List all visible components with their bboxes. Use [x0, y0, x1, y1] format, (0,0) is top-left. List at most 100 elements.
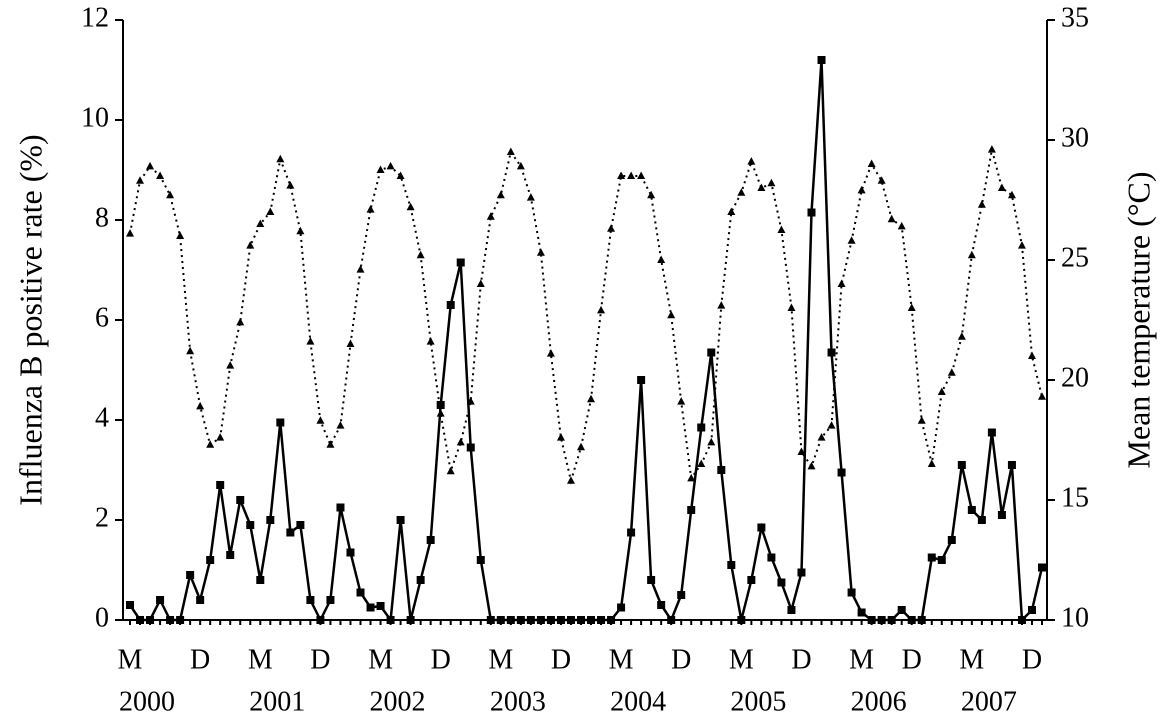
- square-marker: [186, 571, 195, 579]
- triangle-marker: [1007, 190, 1016, 199]
- triangle-marker: [897, 221, 906, 230]
- x-tick-label: D: [671, 644, 691, 675]
- x-tick-label: D: [791, 644, 811, 675]
- triangle-marker: [186, 346, 195, 355]
- triangle-marker: [1038, 392, 1046, 400]
- square-marker: [166, 616, 175, 624]
- y-tick-label: 10: [81, 102, 109, 133]
- square-marker: [827, 348, 836, 357]
- square-marker: [897, 606, 906, 614]
- year-label: 2002: [370, 686, 426, 717]
- triangle-marker: [977, 200, 986, 208]
- square-marker: [877, 616, 886, 624]
- square-marker: [436, 401, 445, 409]
- triangle-marker: [246, 241, 255, 249]
- triangle-marker: [697, 459, 706, 467]
- triangle-marker: [937, 387, 946, 395]
- triangle-marker: [867, 159, 876, 167]
- square-marker: [516, 616, 525, 624]
- square-marker: [386, 616, 395, 624]
- y-axis-label: Influenza B positive rate (%): [12, 134, 48, 505]
- triangle-marker: [136, 176, 145, 184]
- square-marker: [266, 516, 275, 524]
- square-marker: [787, 606, 796, 614]
- triangle-marker: [166, 190, 175, 199]
- square-marker: [987, 428, 996, 437]
- triangle-marker: [346, 339, 355, 347]
- triangle-marker: [326, 440, 335, 448]
- x-tick-label: M: [118, 644, 143, 675]
- y2-tick-label: 10: [1061, 602, 1089, 633]
- triangle-marker: [687, 473, 696, 482]
- triangle-marker: [216, 433, 225, 441]
- square-marker: [717, 466, 726, 474]
- triangle-marker: [737, 188, 746, 196]
- square-marker: [146, 616, 155, 624]
- square-marker: [707, 348, 716, 357]
- triangle-marker: [446, 466, 455, 475]
- square-marker: [997, 511, 1006, 519]
- square-marker: [867, 616, 876, 624]
- triangle-marker: [807, 461, 816, 470]
- triangle-marker: [516, 161, 525, 170]
- square-marker: [677, 591, 686, 599]
- triangle-marker: [967, 250, 976, 259]
- triangle-marker: [276, 154, 285, 163]
- square-marker: [456, 258, 465, 267]
- triangle-marker: [226, 361, 235, 369]
- triangle-marker: [1017, 241, 1026, 249]
- triangle-marker: [827, 421, 836, 429]
- square-marker: [536, 616, 545, 624]
- triangle-marker: [336, 421, 345, 429]
- year-label: 2003: [490, 686, 546, 717]
- square-marker: [757, 523, 766, 532]
- square-marker: [426, 536, 435, 544]
- triangle-marker: [877, 176, 886, 184]
- square-marker: [196, 596, 205, 604]
- square-marker: [607, 616, 616, 624]
- x-tick-label: M: [959, 644, 984, 675]
- triangle-marker: [707, 437, 716, 446]
- square-marker: [947, 536, 956, 544]
- triangle-marker: [206, 440, 215, 448]
- y-tick-label: 4: [95, 402, 109, 433]
- triangle-marker: [386, 161, 395, 170]
- square-marker: [446, 301, 455, 309]
- triangle-marker: [767, 178, 776, 187]
- triangle-marker: [496, 190, 505, 199]
- square-marker: [576, 616, 585, 624]
- x-tick-label: M: [368, 644, 393, 675]
- square-marker: [927, 553, 936, 562]
- square-marker: [657, 601, 666, 609]
- square-marker: [486, 616, 495, 624]
- square-marker: [306, 596, 315, 604]
- triangle-marker: [356, 265, 365, 273]
- square-marker: [176, 616, 185, 624]
- triangle-marker: [156, 171, 165, 179]
- temperature-line: [129, 149, 1043, 485]
- x-tick-label: M: [729, 644, 754, 675]
- x-tick-label: D: [1022, 644, 1042, 675]
- triangle-marker: [587, 394, 596, 403]
- square-marker: [236, 496, 245, 504]
- triangle-marker: [837, 279, 846, 287]
- triangle-marker: [176, 231, 185, 239]
- square-marker: [346, 548, 355, 557]
- triangle-marker: [857, 185, 866, 194]
- square-marker: [857, 608, 866, 617]
- y2-tick-label: 35: [1061, 2, 1089, 33]
- triangle-marker: [376, 165, 385, 173]
- square-marker: [937, 556, 946, 564]
- x-tick-label: D: [902, 644, 922, 675]
- square-marker: [1038, 563, 1046, 572]
- y-tick-label: 12: [81, 2, 109, 33]
- triangle-marker: [256, 219, 265, 227]
- square-marker: [126, 601, 134, 609]
- square-marker: [1027, 606, 1036, 614]
- square-marker: [226, 551, 235, 559]
- triangle-marker: [957, 332, 966, 340]
- year-label: 2001: [249, 686, 305, 717]
- square-marker: [797, 568, 806, 577]
- square-marker: [466, 443, 475, 452]
